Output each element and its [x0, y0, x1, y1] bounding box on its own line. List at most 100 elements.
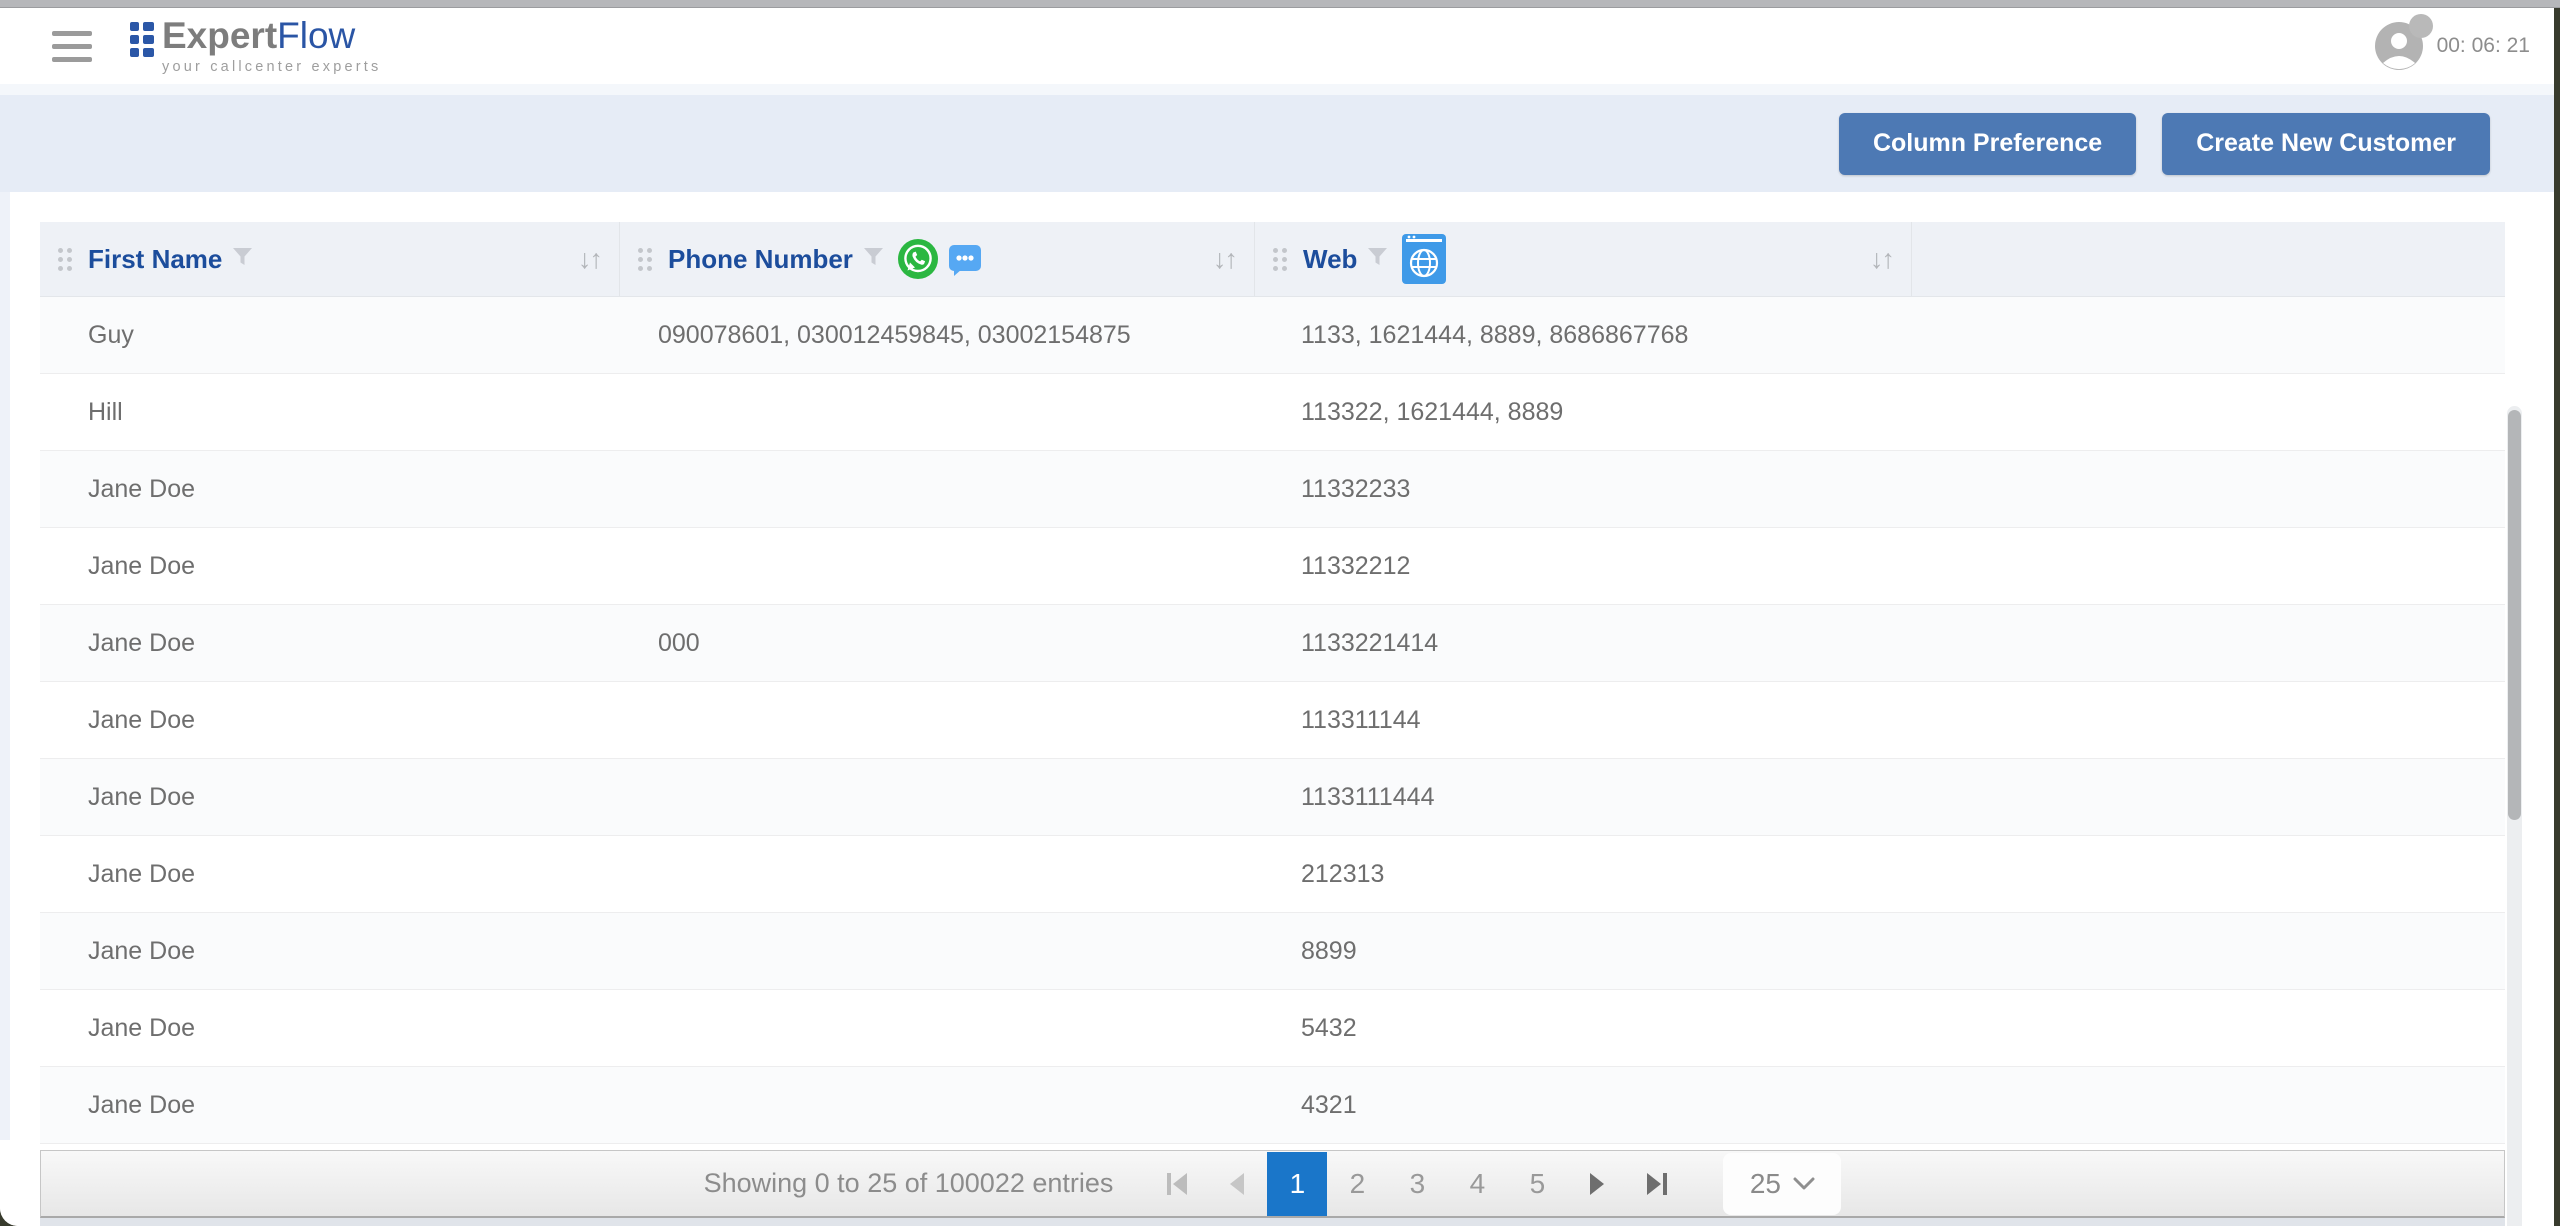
column-header-first-name[interactable]: First Name ↓↑: [40, 222, 620, 296]
create-new-customer-button[interactable]: Create New Customer: [2162, 112, 2490, 175]
cell-first-name: Jane Doe: [88, 474, 196, 503]
vertical-scrollbar[interactable]: [2507, 406, 2522, 1226]
column-header-empty: [1912, 222, 2505, 296]
cell-empty: [1912, 374, 2505, 450]
entries-summary: Showing 0 to 25 of 100022 entries: [703, 1168, 1114, 1198]
table-row[interactable]: Jane Doe 000 1133221414: [40, 605, 2505, 682]
status-badge: [2408, 14, 2433, 38]
first-page-button[interactable]: [1147, 1152, 1207, 1216]
table-row[interactable]: Jane Doe 11332212: [40, 528, 2505, 605]
table-row[interactable]: Jane Doe 4321: [40, 1067, 2505, 1144]
chevron-down-icon: [1793, 1177, 1815, 1189]
cell-phone-number: [620, 836, 1255, 912]
cell-phone-number: 000: [658, 628, 700, 657]
table-row[interactable]: Jane Doe 113311144: [40, 682, 2505, 759]
filter-icon[interactable]: [232, 247, 253, 272]
whatsapp-icon[interactable]: [897, 239, 938, 279]
sort-icon[interactable]: ↓↑: [1870, 243, 1895, 274]
cell-web: 4321: [1301, 1090, 1357, 1119]
cell-empty: [1912, 451, 2505, 527]
last-page-button[interactable]: [1627, 1152, 1687, 1216]
drag-handle-icon[interactable]: [638, 247, 652, 271]
header-divider-strip: [0, 84, 2554, 95]
table-row[interactable]: Jane Doe 5432: [40, 990, 2505, 1067]
previous-page-button[interactable]: [1207, 1152, 1267, 1216]
cell-first-name: Guy: [88, 320, 134, 349]
cell-first-name: Jane Doe: [88, 859, 196, 888]
cell-phone-number: [620, 759, 1255, 835]
column-label: First Name: [88, 243, 223, 274]
table-row[interactable]: Jane Doe 11332233: [40, 451, 2505, 528]
page-size-value: 25: [1749, 1167, 1781, 1199]
cell-web: 8899: [1301, 936, 1357, 965]
session-timer: 00: 06: 21: [2436, 34, 2530, 57]
web-browser-icon[interactable]: [1402, 234, 1447, 284]
page-button-3[interactable]: 3: [1387, 1152, 1447, 1216]
drag-handle-icon[interactable]: [58, 247, 72, 271]
cell-empty: [1912, 759, 2505, 835]
cell-empty: [1912, 682, 2505, 758]
table-row[interactable]: Jane Doe 212313: [40, 836, 2505, 913]
logo-text-flow: Flow: [277, 15, 356, 56]
column-preference-button[interactable]: Column Preference: [1838, 112, 2137, 175]
sort-icon[interactable]: ↓↑: [1213, 243, 1238, 274]
left-gutter: [0, 192, 10, 1140]
logo-tagline: your callcenter experts: [162, 59, 382, 75]
cell-first-name: Jane Doe: [88, 628, 196, 657]
content-area: First Name ↓↑ Phone Number: [0, 192, 2554, 1226]
menu-icon[interactable]: [52, 30, 92, 62]
cell-web: 1133221414: [1301, 628, 1439, 657]
cell-phone-number: [620, 913, 1255, 989]
column-label: Web: [1303, 243, 1358, 274]
cell-empty: [1912, 1067, 2505, 1143]
cell-first-name: Jane Doe: [88, 782, 196, 811]
table-header-row: First Name ↓↑ Phone Number: [40, 222, 2505, 297]
cell-phone-number: [620, 528, 1255, 604]
browser-window: ExpertFlow your callcenter experts 00: 0…: [0, 8, 2554, 1226]
column-header-phone-number[interactable]: Phone Number: [620, 222, 1255, 296]
action-toolbar: Column Preference Create New Customer: [0, 95, 2554, 192]
cell-empty: [1912, 297, 2505, 373]
cell-first-name: Jane Doe: [88, 1013, 196, 1042]
user-avatar[interactable]: [2374, 14, 2433, 70]
column-header-web[interactable]: Web: [1255, 222, 1912, 296]
cell-first-name: Jane Doe: [88, 705, 196, 734]
page-size-select[interactable]: 25: [1723, 1152, 1842, 1215]
pagination-bar: Showing 0 to 25 of 100022 entries 1 2 3 …: [40, 1150, 2505, 1218]
cell-phone-number: 090078601, 030012459845, 03002154875: [658, 320, 1131, 349]
cell-web: 1133111444: [1301, 782, 1435, 811]
cell-phone-number: [620, 451, 1255, 527]
logo-dots-icon: [130, 21, 154, 57]
bottom-strip: [40, 1218, 2505, 1226]
table-body: Guy 090078601, 030012459845, 03002154875…: [40, 297, 2505, 1144]
sms-icon[interactable]: [946, 240, 984, 278]
filter-icon[interactable]: [1367, 247, 1388, 272]
table-row[interactable]: Jane Doe 8899: [40, 913, 2505, 990]
drag-handle-icon[interactable]: [1273, 247, 1287, 271]
logo-text-expert: Expert: [162, 15, 278, 56]
sort-icon[interactable]: ↓↑: [578, 243, 603, 274]
cell-first-name: Jane Doe: [88, 551, 196, 580]
page-button-2[interactable]: 2: [1327, 1152, 1387, 1216]
cell-first-name: Hill: [88, 397, 123, 426]
partial-row: [40, 1144, 2505, 1150]
page-button-1[interactable]: 1: [1267, 1151, 1328, 1216]
cell-empty: [1912, 528, 2505, 604]
cell-web: 1133, 1621444, 8889, 8686867768: [1301, 320, 1689, 349]
cell-phone-number: [620, 682, 1255, 758]
page-button-4[interactable]: 4: [1447, 1152, 1507, 1216]
table-row[interactable]: Guy 090078601, 030012459845, 03002154875…: [40, 297, 2505, 374]
scrollbar-thumb[interactable]: [2508, 410, 2521, 820]
cell-empty: [1912, 990, 2505, 1066]
table-row[interactable]: Jane Doe 1133111444: [40, 759, 2505, 836]
cell-phone-number: [620, 990, 1255, 1066]
filter-icon[interactable]: [863, 247, 884, 272]
page-button-5[interactable]: 5: [1507, 1152, 1567, 1216]
next-page-button[interactable]: [1567, 1152, 1627, 1216]
table-row[interactable]: Hill 113322, 1621444, 8889: [40, 374, 2505, 451]
cell-phone-number: [620, 1067, 1255, 1143]
cell-web: 113311144: [1301, 705, 1421, 734]
window-top-edge: [0, 0, 2560, 8]
cell-first-name: Jane Doe: [88, 1090, 196, 1119]
